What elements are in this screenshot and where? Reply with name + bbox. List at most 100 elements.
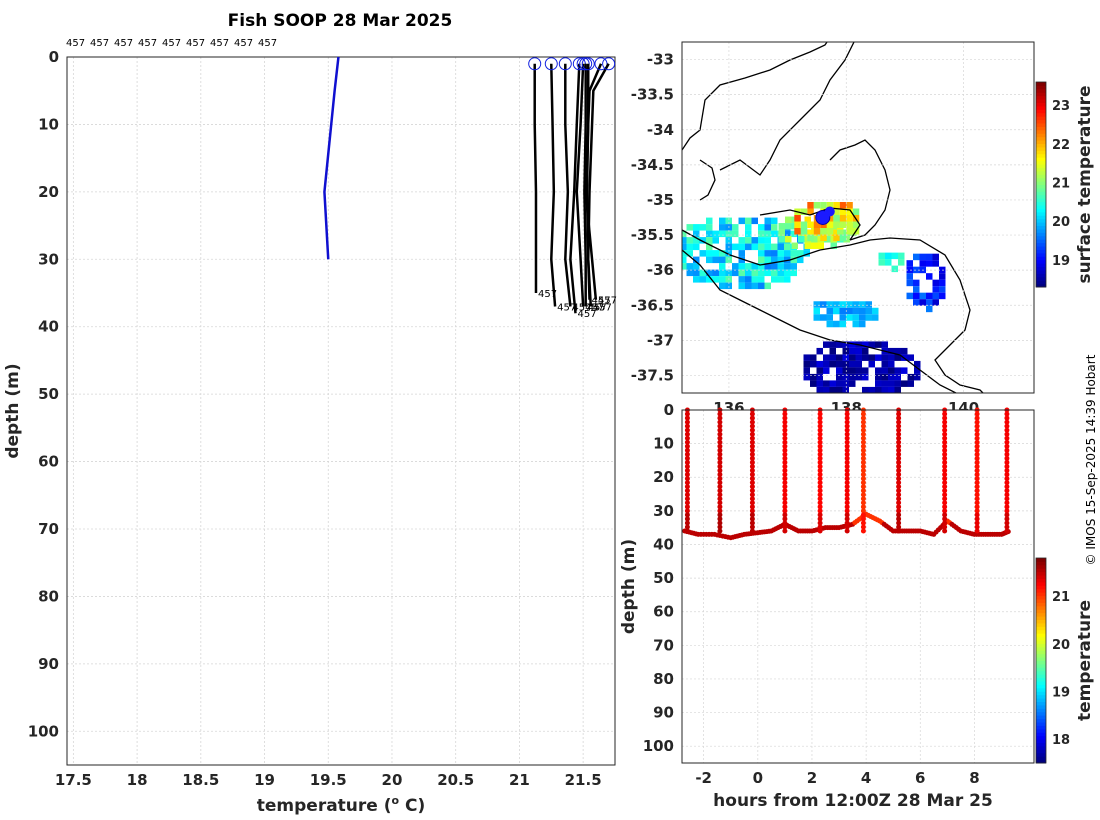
cast-dot — [896, 423, 902, 429]
colorbar-segment — [1036, 708, 1046, 713]
cast-dot — [844, 468, 850, 474]
sst-pixel — [745, 276, 752, 283]
sst-pixel — [725, 237, 732, 244]
section-x-tick: 6 — [915, 769, 925, 787]
sst-pixel — [699, 269, 706, 277]
cast-dot — [1004, 472, 1010, 478]
cast-dot — [844, 451, 850, 457]
colorbar-segment — [1036, 85, 1046, 90]
sst-pixel — [839, 215, 847, 222]
cast-end-label: 457 — [593, 302, 612, 313]
colorbar-segment — [1036, 174, 1046, 179]
cast-dot — [684, 435, 690, 441]
cast-dot — [896, 488, 902, 494]
sst-pixel — [758, 276, 765, 283]
sst-pixel — [830, 242, 837, 250]
cast-id-label: 457 — [234, 38, 253, 49]
cast-end-label: 457 — [588, 302, 607, 313]
sst-pixel — [839, 314, 846, 321]
sst-pixel — [738, 269, 745, 277]
profile-plot: 17.5 18 18.5 19 19.5 20 20.5 21 21.5 0 10 20 30 40 50 6… — [3, 38, 617, 816]
cast-dot — [749, 496, 755, 502]
cast-dot — [817, 508, 823, 514]
black-profile-line — [575, 63, 585, 307]
x-tick-label: 19 — [254, 771, 275, 789]
sst-pixel — [693, 276, 700, 283]
sst-pixel — [807, 202, 814, 209]
colorbar-segment — [1036, 242, 1046, 247]
black-profile-line — [569, 63, 581, 314]
y-tick-label: 90 — [38, 655, 59, 673]
sst-pixel — [803, 373, 810, 381]
sst-pixel — [699, 276, 706, 283]
sst-pixel — [758, 263, 765, 270]
cast-id-label: 457 — [90, 38, 109, 49]
sst-pixel — [813, 221, 821, 228]
cast-dot — [749, 480, 755, 486]
colorbar-segment — [1036, 643, 1046, 648]
sst-pixel — [914, 373, 921, 381]
sst-pixel — [686, 243, 693, 251]
cast-dot — [942, 520, 948, 526]
cast-dot — [974, 419, 980, 425]
colorbar-segment — [1036, 116, 1046, 121]
sst-pixel — [891, 252, 898, 260]
sst-pixel — [875, 393, 882, 400]
sst-pixel — [719, 269, 726, 277]
sst-pixel — [803, 250, 810, 257]
cast-dot — [717, 463, 723, 469]
cast-dot — [942, 508, 948, 514]
cast-dot — [717, 459, 723, 465]
cast-dot — [860, 423, 866, 429]
sst-pixel — [758, 237, 765, 244]
x-tick-label: 20 — [382, 771, 403, 789]
x-tick-label: 20.5 — [437, 771, 474, 789]
cast-dot — [717, 508, 723, 514]
sst-pixel — [823, 360, 830, 368]
sst-pixel — [826, 228, 834, 235]
cast-dot — [860, 520, 866, 526]
sst-pixel — [719, 276, 726, 283]
cast-dot — [844, 419, 850, 425]
sst-pixel — [894, 373, 901, 381]
cast-dot — [749, 508, 755, 514]
cast-dot — [684, 520, 690, 526]
cast-dot — [860, 516, 866, 522]
coastline — [699, 159, 716, 201]
cast-dot — [684, 524, 690, 530]
cast-dot — [974, 504, 980, 510]
sst-pixel — [771, 217, 778, 225]
sst-pixel — [784, 230, 791, 238]
colorbar-segment — [1036, 157, 1046, 162]
sst-pixel — [771, 276, 778, 283]
colorbar-segment — [1036, 102, 1046, 107]
colorbar-segment — [1036, 99, 1046, 103]
sst-pixel — [849, 354, 856, 361]
sst-pixel — [811, 242, 818, 250]
x-tick-label: 18 — [127, 771, 148, 789]
sst-pixel — [817, 242, 824, 250]
sst-pixel — [836, 386, 843, 393]
cast-dot — [717, 427, 723, 433]
sst-pixel — [810, 360, 817, 368]
cast-end-label: 457 — [592, 296, 611, 307]
colorbar-segment — [1036, 749, 1046, 754]
cast-dot — [782, 447, 788, 453]
cast-dot — [860, 528, 866, 534]
cast-dot — [1004, 528, 1010, 534]
sst-pixel — [800, 208, 808, 215]
sst-pixel — [682, 256, 687, 264]
colorbar-segment — [1036, 759, 1046, 764]
section-x-label: hours from 12:00Z 28 Mar 25 — [713, 791, 993, 811]
colorbar-segment — [1036, 198, 1046, 203]
cast-dot — [817, 427, 823, 433]
cast-dot — [684, 455, 690, 461]
black-profile-line — [583, 63, 587, 307]
sst-pixel — [891, 265, 898, 273]
cast-dot — [860, 435, 866, 441]
sst-pixel — [682, 243, 687, 251]
cast-dot — [974, 439, 980, 445]
sst-pixel — [932, 260, 939, 267]
cast-dot — [782, 459, 788, 465]
map-lat-tick: -37 — [647, 331, 674, 349]
